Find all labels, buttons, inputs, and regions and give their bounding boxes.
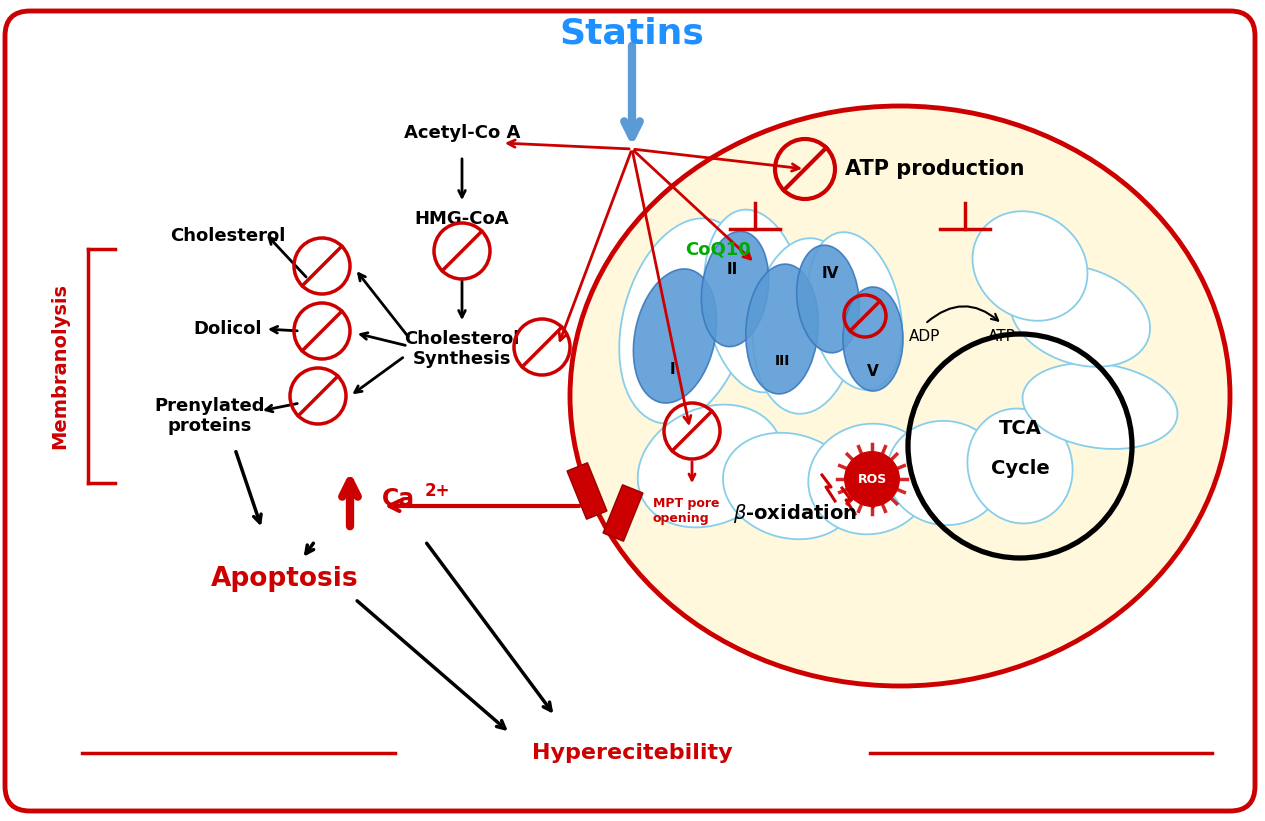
Ellipse shape <box>746 264 818 394</box>
Ellipse shape <box>701 232 769 346</box>
Text: II: II <box>726 262 737 277</box>
Text: Cholesterol: Cholesterol <box>171 227 286 245</box>
Ellipse shape <box>808 424 932 534</box>
Ellipse shape <box>703 209 806 392</box>
Text: TCA: TCA <box>998 419 1041 438</box>
Ellipse shape <box>620 218 750 424</box>
Text: ATP: ATP <box>988 328 1016 343</box>
Ellipse shape <box>1009 265 1150 367</box>
Text: III: III <box>774 354 789 368</box>
Text: Prenylated
proteins: Prenylated proteins <box>154 397 266 435</box>
Ellipse shape <box>638 405 782 527</box>
Text: Cholesterol
Synthesis: Cholesterol Synthesis <box>405 329 520 369</box>
Text: I: I <box>669 361 674 377</box>
Text: Cycle: Cycle <box>990 458 1050 478</box>
Text: Acetyl-Co A: Acetyl-Co A <box>404 124 520 142</box>
Text: ROS: ROS <box>858 473 887 485</box>
Text: HMG-CoA: HMG-CoA <box>415 210 510 228</box>
Ellipse shape <box>634 269 716 403</box>
Text: Statins: Statins <box>559 16 705 50</box>
Text: ADP: ADP <box>910 328 941 343</box>
Ellipse shape <box>571 106 1230 686</box>
Circle shape <box>844 451 899 507</box>
FancyBboxPatch shape <box>5 11 1255 811</box>
Ellipse shape <box>842 287 903 391</box>
Ellipse shape <box>797 245 859 353</box>
Ellipse shape <box>724 433 858 539</box>
Ellipse shape <box>753 238 858 414</box>
Polygon shape <box>567 463 607 519</box>
Text: V: V <box>867 364 879 378</box>
Text: Hyperecitebility: Hyperecitebility <box>531 743 732 763</box>
Text: Membranolysis: Membranolysis <box>51 283 70 449</box>
Ellipse shape <box>973 211 1088 321</box>
Text: 2+: 2+ <box>425 482 450 500</box>
Polygon shape <box>603 484 643 541</box>
Text: Dolicol: Dolicol <box>194 320 262 338</box>
Ellipse shape <box>1022 363 1178 449</box>
Text: Apoptosis: Apoptosis <box>211 566 359 592</box>
Text: Ca: Ca <box>382 487 415 511</box>
Text: ATP production: ATP production <box>845 159 1025 179</box>
Text: MPT pore
opening: MPT pore opening <box>653 497 720 525</box>
Text: IV: IV <box>821 265 839 281</box>
Text: $\beta$-oxidation: $\beta$-oxidation <box>732 502 858 525</box>
Ellipse shape <box>968 409 1073 524</box>
Ellipse shape <box>887 421 1003 525</box>
Ellipse shape <box>808 232 902 390</box>
Text: CoQ10: CoQ10 <box>686 240 751 258</box>
